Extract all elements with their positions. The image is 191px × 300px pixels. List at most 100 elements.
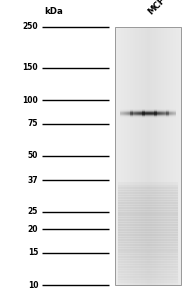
Bar	[174, 27, 175, 285]
Bar	[118, 210, 178, 216]
Bar	[118, 195, 178, 201]
Bar	[138, 27, 139, 285]
Bar	[118, 205, 178, 211]
Bar	[118, 264, 178, 270]
Bar	[167, 27, 168, 285]
Bar	[166, 27, 167, 285]
Bar	[146, 27, 147, 285]
Bar	[181, 27, 182, 285]
Bar	[150, 27, 151, 285]
Bar	[123, 27, 124, 285]
Bar	[140, 27, 141, 285]
Text: 150: 150	[23, 63, 38, 72]
Bar	[176, 27, 177, 285]
Bar	[177, 27, 178, 285]
Bar	[118, 188, 178, 194]
Bar	[145, 27, 146, 285]
Bar	[127, 27, 128, 285]
Bar	[118, 212, 178, 218]
Text: 20: 20	[28, 225, 38, 234]
Text: 100: 100	[23, 96, 38, 105]
Text: 10: 10	[28, 280, 38, 290]
Bar	[126, 27, 128, 285]
Bar	[118, 244, 178, 250]
Bar	[157, 27, 159, 285]
Bar	[119, 27, 120, 285]
Bar	[125, 27, 126, 285]
Bar	[118, 271, 178, 278]
Bar	[118, 232, 178, 238]
Bar	[121, 27, 122, 285]
Bar	[118, 219, 178, 226]
Bar	[152, 27, 153, 285]
Bar	[118, 224, 178, 231]
Bar	[118, 217, 178, 224]
Bar	[118, 207, 178, 214]
Bar	[118, 234, 178, 241]
Bar	[137, 27, 138, 285]
Bar	[143, 27, 144, 285]
Bar	[179, 27, 180, 285]
Bar	[118, 27, 119, 285]
Bar	[118, 239, 178, 246]
Bar	[156, 27, 158, 285]
Bar	[118, 242, 178, 248]
Bar	[118, 222, 178, 228]
Bar	[147, 27, 148, 285]
Bar	[118, 190, 178, 196]
Bar	[125, 27, 127, 285]
Bar	[124, 27, 125, 285]
Bar	[118, 278, 178, 285]
Bar	[118, 261, 178, 268]
Bar	[118, 256, 178, 263]
Bar	[162, 27, 163, 285]
Bar	[118, 274, 178, 280]
Bar	[151, 27, 152, 285]
Bar	[131, 27, 133, 285]
Bar	[161, 27, 163, 285]
Bar	[132, 27, 133, 285]
Bar	[121, 27, 122, 285]
Text: 15: 15	[28, 248, 38, 257]
Bar	[168, 27, 169, 285]
Bar	[135, 27, 136, 285]
Bar	[118, 251, 178, 258]
Text: kDa: kDa	[44, 8, 63, 16]
Bar	[116, 27, 117, 285]
Bar	[115, 27, 181, 285]
Bar	[115, 27, 117, 285]
Bar	[172, 27, 173, 285]
Bar	[122, 27, 123, 285]
Bar	[164, 27, 165, 285]
Bar	[159, 27, 160, 285]
Bar	[117, 27, 118, 285]
Text: 50: 50	[28, 152, 38, 160]
Bar	[175, 27, 176, 285]
Bar	[129, 27, 130, 285]
Bar	[118, 259, 178, 265]
Bar	[178, 27, 179, 285]
Bar	[118, 266, 178, 273]
Bar	[160, 27, 161, 285]
Bar	[128, 27, 129, 285]
Bar	[115, 27, 116, 285]
Bar	[118, 182, 178, 189]
Text: 250: 250	[23, 22, 38, 32]
Bar	[118, 247, 178, 253]
Bar	[141, 27, 142, 285]
Bar	[130, 27, 131, 285]
Bar	[118, 249, 178, 255]
Bar	[163, 27, 164, 285]
Bar	[153, 27, 154, 285]
Bar	[176, 27, 178, 285]
Bar	[141, 27, 142, 285]
Bar	[169, 27, 170, 285]
Text: 75: 75	[28, 119, 38, 128]
Bar	[172, 27, 173, 285]
Bar	[170, 27, 171, 285]
Bar	[154, 27, 155, 285]
Bar	[118, 202, 178, 208]
Bar	[165, 27, 166, 285]
Bar	[135, 27, 137, 285]
Bar	[118, 276, 178, 283]
